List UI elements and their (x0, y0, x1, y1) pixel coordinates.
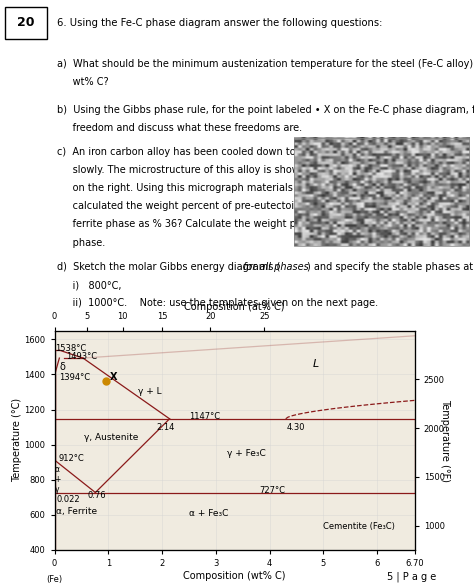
Text: d)  Sketch the molar Gibbs energy diagrams (: d) Sketch the molar Gibbs energy diagram… (57, 262, 280, 272)
Text: 1394°C: 1394°C (59, 373, 90, 381)
Text: c)  An iron carbon alloy has been cooled down to 726 °C very: c) An iron carbon alloy has been cooled … (57, 147, 356, 157)
Y-axis label: Temperature (°C): Temperature (°C) (11, 398, 22, 482)
Text: α + Fe₃C: α + Fe₃C (189, 508, 228, 518)
Text: 4.30: 4.30 (287, 424, 305, 432)
Text: 1147°C: 1147°C (189, 412, 220, 421)
Bar (5, 6, 47, 39)
Text: i)   800°C,: i) 800°C, (57, 280, 121, 290)
Text: freedom and discuss what these freedoms are.: freedom and discuss what these freedoms … (57, 123, 302, 133)
Bar (294, 137, 469, 246)
Text: calculated the weight percent of pre-eutectoid (or primary): calculated the weight percent of pre-eut… (57, 201, 362, 211)
X-axis label: Composition (at% C): Composition (at% C) (184, 302, 285, 312)
Text: ii)  1000°C.    Note: use the templates given on the next page.: ii) 1000°C. Note: use the templates give… (57, 298, 378, 308)
Text: on the right. Using this micrograph materials engineers: on the right. Using this micrograph mate… (57, 184, 345, 194)
Text: ferrite phase as % 36? Calculate the weight percent of cementite: ferrite phase as % 36? Calculate the wei… (57, 219, 392, 229)
Text: slowly. The microstructure of this alloy is shown in the figure: slowly. The microstructure of this alloy… (57, 166, 369, 176)
Text: δ: δ (59, 362, 65, 373)
Text: phase.: phase. (57, 238, 105, 247)
Text: 727°C: 727°C (259, 486, 285, 495)
Text: 0.022: 0.022 (56, 495, 80, 504)
Text: 2.14: 2.14 (157, 424, 175, 432)
Text: L: L (312, 359, 319, 369)
Text: a)  What should be the minimum austenization temperature for the steel (Fe-C all: a) What should be the minimum austenizat… (57, 59, 474, 69)
Text: b)  Using the Gibbs phase rule, for the point labeled • X on the Fe-C phase diag: b) Using the Gibbs phase rule, for the p… (57, 105, 474, 115)
Text: α
+
γ: α + γ (55, 466, 61, 494)
Text: 1493°C: 1493°C (66, 352, 98, 361)
Text: wt% C?: wt% C? (57, 77, 109, 87)
Text: ) and specify the stable phases at: ) and specify the stable phases at (307, 262, 473, 272)
Text: Cementite (Fe₃C): Cementite (Fe₃C) (323, 522, 395, 531)
Text: γ, Austenite: γ, Austenite (84, 433, 138, 442)
Text: 0.76: 0.76 (88, 491, 107, 500)
Text: X: X (109, 372, 117, 382)
Y-axis label: Temperature (°F): Temperature (°F) (440, 399, 450, 481)
Text: (Fe): (Fe) (46, 575, 63, 584)
Text: for all phases: for all phases (243, 262, 309, 272)
Text: α, Ferrite: α, Ferrite (55, 507, 97, 516)
Text: 6. Using the Fe-C phase diagram answer the following questions:: 6. Using the Fe-C phase diagram answer t… (57, 18, 382, 28)
Text: γ + L: γ + L (138, 387, 162, 395)
Text: 20: 20 (18, 16, 35, 29)
Text: 1538°C: 1538°C (55, 344, 87, 353)
Text: 5 | P a g e: 5 | P a g e (387, 572, 436, 582)
X-axis label: Composition (wt% C): Composition (wt% C) (183, 571, 286, 581)
Text: 912°C: 912°C (59, 454, 84, 463)
Text: γ + Fe₃C: γ + Fe₃C (227, 449, 265, 458)
